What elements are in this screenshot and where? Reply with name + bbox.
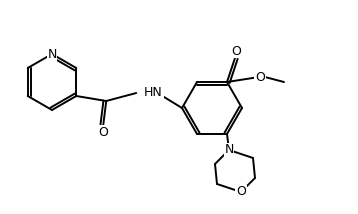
Text: O: O <box>98 125 108 138</box>
Text: N: N <box>47 48 57 61</box>
Text: HN: HN <box>144 86 163 98</box>
Text: O: O <box>236 186 246 198</box>
Text: N: N <box>224 143 234 156</box>
Text: O: O <box>231 45 241 58</box>
Text: O: O <box>255 71 265 83</box>
